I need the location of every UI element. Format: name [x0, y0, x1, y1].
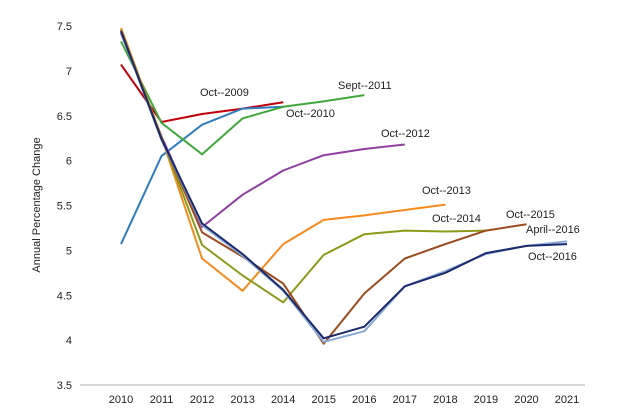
- series-label-sept-2011: Sept--2011: [338, 80, 392, 92]
- y-tick-label: 7.5: [57, 21, 72, 33]
- series-line-oct-2012: [120, 32, 405, 228]
- series-label-oct-2013: Oct--2013: [422, 185, 471, 197]
- y-tick-label: 4: [66, 335, 72, 347]
- series-lines: [120, 27, 568, 345]
- series-labels: Oct--2009 Oct--2010 Sept--2011 Oct--2012 Oct…: [200, 80, 580, 263]
- series-line-sept-2011: [120, 40, 365, 156]
- x-tick-label: 2012: [190, 394, 214, 406]
- y-tick-label: 6.5: [57, 111, 72, 123]
- series-label-oct-2010: Oct--2010: [286, 108, 335, 120]
- series-label-oct-2009: Oct--2009: [200, 87, 249, 99]
- series-line-april-2016: [120, 31, 568, 343]
- y-tick-label: 4.5: [57, 290, 72, 302]
- x-tick-label: 2015: [311, 394, 335, 406]
- y-tick-label: 3.5: [57, 380, 72, 392]
- y-tick-label: 6: [66, 156, 72, 168]
- x-tick-labels: 2010 2011 2012 2013 2014 2015 2016 2017 2018 2019…: [109, 394, 579, 406]
- x-tick-label: 2010: [109, 394, 133, 406]
- x-tick-label: 2019: [474, 394, 498, 406]
- series-label-oct-2015: Oct--2015: [506, 209, 555, 221]
- x-tick-label: 2016: [352, 394, 376, 406]
- y-tick-label: 5.5: [57, 201, 72, 213]
- series-line-oct-2013: [120, 27, 446, 292]
- x-tick-label: 2018: [433, 394, 457, 406]
- series-line-oct-2016: [120, 31, 568, 340]
- y-tick-label: 5: [66, 245, 72, 257]
- x-tick-label: 2020: [514, 394, 538, 406]
- y-axis-title: Annual Percentage Change: [31, 137, 43, 272]
- series-line-oct-2010: [120, 105, 284, 245]
- series-label-oct-2014: Oct--2014: [432, 213, 481, 225]
- series-line-oct-2014: [120, 29, 486, 304]
- y-tick-label: 7: [66, 66, 72, 78]
- series-label-oct-2016: Oct--2016: [528, 251, 577, 263]
- y-tick-labels: 3.5 4 4.5 5 5.5 6 6.5 7 7.5: [57, 21, 72, 392]
- x-tick-label: 2014: [271, 394, 295, 406]
- x-tick-label: 2021: [555, 394, 579, 406]
- series-line-oct-2015: [120, 30, 527, 345]
- series-label-april-2016: April--2016: [526, 224, 580, 236]
- x-tick-label: 2013: [230, 394, 254, 406]
- series-label-oct-2012: Oct--2012: [381, 128, 430, 140]
- x-tick-label: 2011: [150, 394, 174, 406]
- x-tick-label: 2017: [393, 394, 417, 406]
